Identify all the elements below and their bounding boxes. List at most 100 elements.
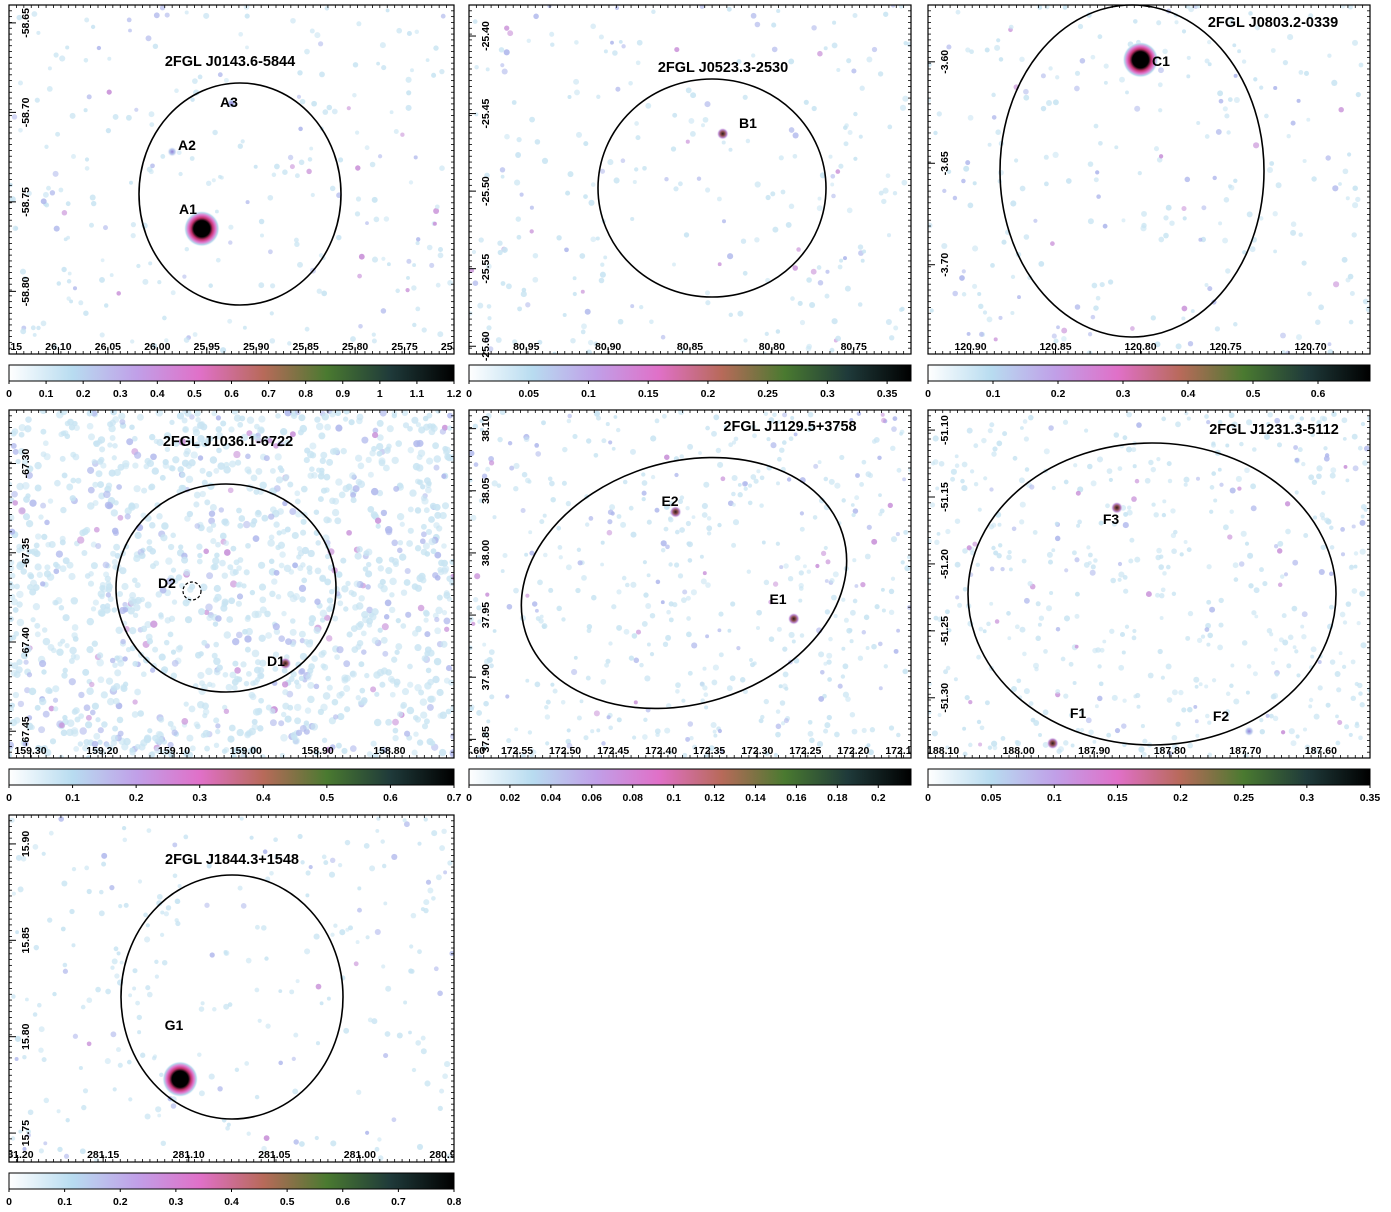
count-map-noise bbox=[9, 5, 453, 354]
colorbar bbox=[8, 364, 455, 382]
colorbar-tick-label: 0.7 bbox=[391, 1196, 406, 1208]
x-tick-label: 120.75 bbox=[1209, 341, 1241, 353]
colorbar-tick-label: 0.4 bbox=[256, 792, 271, 804]
colorbar-tick-label: 0.25 bbox=[757, 388, 778, 400]
colorbar-tick-label: 1.2 bbox=[447, 388, 462, 400]
image-background bbox=[469, 5, 911, 354]
x-tick-label: 159.00 bbox=[230, 745, 262, 757]
y-tick-label: 38.05 bbox=[480, 477, 492, 503]
colorbar-tick-label: 0.2 bbox=[113, 1196, 128, 1208]
panel-title: 2FGL J1129.5+3758 bbox=[723, 419, 856, 435]
colorbar-tick-label: 1 bbox=[377, 388, 383, 400]
colorbar-tick-label: 0 bbox=[925, 388, 931, 400]
colorbar-tick-label: 0.2 bbox=[129, 792, 144, 804]
x-tick-label: 80.95 bbox=[513, 341, 539, 353]
colorbar-tick-label: 0.06 bbox=[582, 792, 603, 804]
panel-e: E1 E2 172.60 172.55 172.50 172.45 172.40 172.35… bbox=[466, 409, 912, 804]
colorbar-tick-label: 0.5 bbox=[187, 388, 202, 400]
error-ellipse bbox=[115, 483, 337, 693]
source-label-f2: F2 bbox=[1213, 708, 1230, 724]
colorbar-tick-label: 0.15 bbox=[638, 388, 659, 400]
x-tick-label: 159.30 bbox=[14, 745, 46, 757]
x-tick-label: 159.20 bbox=[86, 745, 118, 757]
y-tick-label: -67.30 bbox=[20, 448, 32, 478]
tick-marks bbox=[9, 410, 454, 758]
x-tick-label: 25.95 bbox=[194, 341, 220, 353]
y-tick-label: -58.70 bbox=[20, 97, 32, 127]
image-background bbox=[469, 410, 911, 758]
x-tick-label: 188.00 bbox=[1003, 745, 1035, 757]
panel-c: C1 120.90 120.85 120.80 120.75 120.70 -3.60 -3.… bbox=[925, 4, 1371, 400]
x-tick-label: 281.10 bbox=[173, 1149, 205, 1161]
colorbar-tick-label: 0.3 bbox=[192, 792, 207, 804]
colorbar-tick-label: 0.1 bbox=[39, 388, 54, 400]
x-tick-label: 159.10 bbox=[158, 745, 190, 757]
tick-marks bbox=[9, 815, 454, 1162]
y-tick-label: -67.40 bbox=[20, 627, 32, 657]
y-tick-label: 15.75 bbox=[20, 1120, 32, 1146]
panel-title: 2FGL J0143.6-5844 bbox=[165, 54, 295, 70]
colorbar-tick-label: 0.05 bbox=[981, 792, 1002, 804]
source-f3-blob bbox=[1110, 501, 1123, 514]
source-label-b1: B1 bbox=[739, 115, 757, 131]
count-map-noise bbox=[9, 410, 454, 758]
x-tick-label: 80.80 bbox=[759, 341, 785, 353]
x-tick-label: 281.00 bbox=[344, 1149, 376, 1161]
y-tick-label: -25.45 bbox=[480, 99, 492, 129]
y-tick-label: 15.80 bbox=[20, 1023, 32, 1049]
colorbar-tick-label: 0.3 bbox=[113, 388, 128, 400]
x-tick-label: 172.20 bbox=[837, 745, 869, 757]
colorbar-tick-label: 0 bbox=[6, 388, 12, 400]
source-a2-blob bbox=[167, 146, 178, 157]
y-tick-label: -67.35 bbox=[20, 538, 32, 568]
colorbar-tick-label: 0.1 bbox=[986, 388, 1001, 400]
x-tick-label: 25.85 bbox=[293, 341, 319, 353]
x-tick-label: 120.80 bbox=[1124, 341, 1156, 353]
colorbar-tick-label: 0.3 bbox=[169, 1196, 184, 1208]
panel-d: D1 D2 159.30 159.20 159.10 159.00 158.90 158.80… bbox=[6, 409, 461, 804]
colorbar-tick-label: 0.2 bbox=[701, 388, 716, 400]
count-map-noise bbox=[469, 410, 911, 758]
y-tick-label: 15.85 bbox=[20, 927, 32, 953]
panel-title: 2FGL J0803.2-0339 bbox=[1208, 15, 1338, 31]
colorbar-tick-label: 0.2 bbox=[1051, 388, 1066, 400]
y-tick-label: -58.80 bbox=[20, 276, 32, 306]
x-tick-label: 172.50 bbox=[549, 745, 581, 757]
dashed-marker bbox=[182, 581, 202, 601]
x-tick-label: 25.90 bbox=[243, 341, 269, 353]
x-tick-label: 120.90 bbox=[954, 341, 986, 353]
y-tick-label: -25.55 bbox=[480, 254, 492, 284]
colorbar bbox=[468, 364, 912, 382]
colorbar-tick-label: 0.2 bbox=[871, 792, 886, 804]
colorbar-tick-label: 0.08 bbox=[622, 792, 643, 804]
colorbar-tick-label: 0.1 bbox=[581, 388, 596, 400]
panel-f: F1 F2 F3 188.10 188.00 187.90 187.80 187.70 187.… bbox=[925, 409, 1380, 804]
x-tick-label: 172.55 bbox=[501, 745, 533, 757]
x-tick-label: 172.45 bbox=[597, 745, 629, 757]
colorbar-tick-label: 0.5 bbox=[320, 792, 335, 804]
colorbar-tick-label: 0.3 bbox=[820, 388, 835, 400]
x-tick-label: 120.85 bbox=[1039, 341, 1071, 353]
y-tick-label: 37.95 bbox=[480, 602, 492, 628]
x-tick-label: 172.40 bbox=[645, 745, 677, 757]
source-e1-blob bbox=[787, 612, 800, 625]
colorbar-tick-label: 0.6 bbox=[224, 388, 239, 400]
colorbar-tick-label: 0.2 bbox=[76, 388, 91, 400]
colorbar-tick-label: 0 bbox=[6, 792, 12, 804]
panel-title: 2FGL J1231.3-5112 bbox=[1209, 422, 1339, 438]
count-map-noise bbox=[928, 5, 1370, 354]
x-tick-label: 187.90 bbox=[1078, 745, 1110, 757]
x-tick-label: 281.20 bbox=[1, 1149, 33, 1161]
y-tick-label: -58.75 bbox=[20, 187, 32, 217]
colorbar-tick-label: 0.18 bbox=[827, 792, 848, 804]
panel-a: A1 A2 A3 26.15 26.10 26.05 26.00 25.95 25.90 25.8… bbox=[6, 4, 462, 400]
colorbar-tick-label: 0.5 bbox=[280, 1196, 295, 1208]
colorbar-tick-label: 0.16 bbox=[786, 792, 807, 804]
error-ellipse bbox=[138, 82, 342, 306]
colorbar-tick-label: 0.4 bbox=[224, 1196, 239, 1208]
error-ellipse bbox=[520, 456, 848, 710]
source-e2-blob bbox=[669, 505, 682, 518]
x-tick-label: 25.75 bbox=[391, 341, 417, 353]
source-d1-blob bbox=[279, 657, 292, 670]
x-tick-label: 281.05 bbox=[258, 1149, 290, 1161]
